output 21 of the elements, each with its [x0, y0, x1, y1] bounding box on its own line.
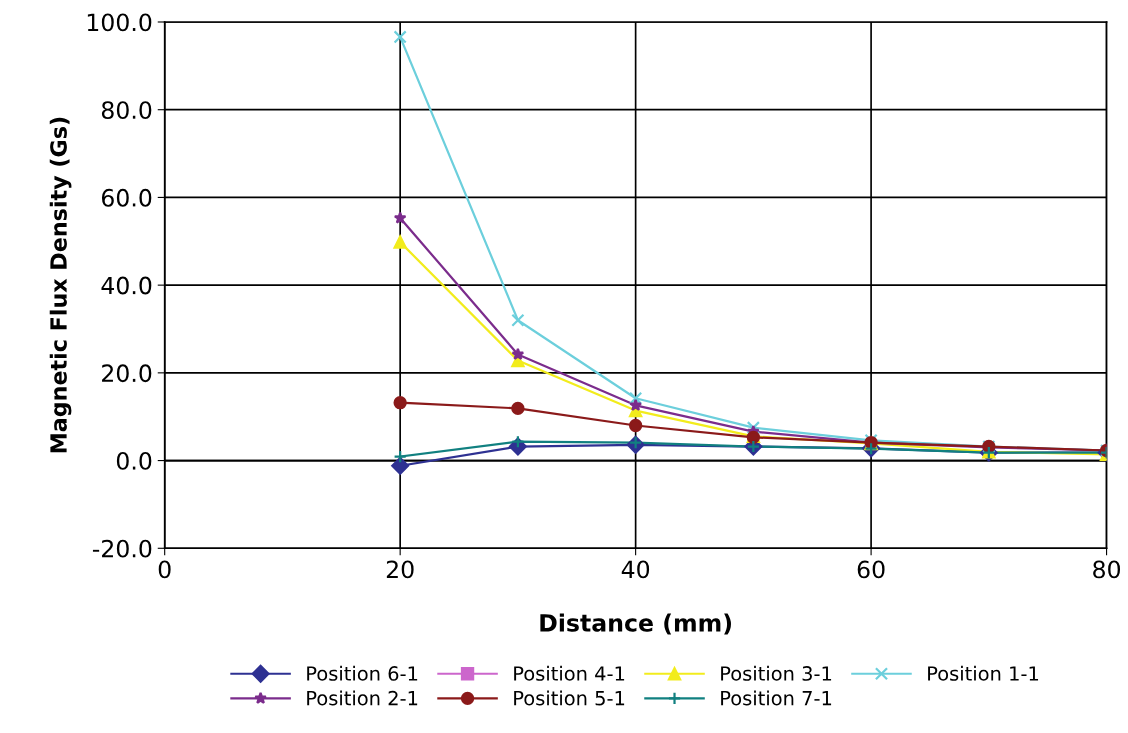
- y-tick-label: 20.0: [102, 364, 152, 383]
- legend-label: Position 2-1: [307, 690, 418, 706]
- x-tick-label: 40: [621, 560, 650, 579]
- x-tick-label: 80: [1093, 560, 1121, 579]
- legend-label: Position 5-1: [514, 690, 625, 706]
- y-tick-label: 0.0: [116, 452, 152, 470]
- y-tick-label: 100.0: [87, 13, 152, 32]
- y-tick-label: -20.0: [92, 539, 152, 558]
- y-tick-label: 60.0: [101, 188, 152, 207]
- legend-label: Position 1-1: [928, 665, 1039, 681]
- y-axis-title: Magnetic Flux Density (Gs): [49, 117, 72, 453]
- x-axis-title: Distance (mm): [540, 613, 731, 635]
- x-tick-label: 60: [857, 560, 885, 579]
- y-tick-label: 80.0: [101, 101, 152, 120]
- legend-label: Position 4-1: [514, 665, 625, 681]
- legend-label: Position 7-1: [721, 690, 832, 706]
- x-tick-label: 0: [158, 560, 171, 579]
- legend-label: Position 6-1: [307, 665, 418, 681]
- x-tick-label: 20: [386, 560, 414, 579]
- legend-label: Position 3-1: [721, 665, 832, 681]
- y-tick-label: 40.0: [101, 276, 152, 295]
